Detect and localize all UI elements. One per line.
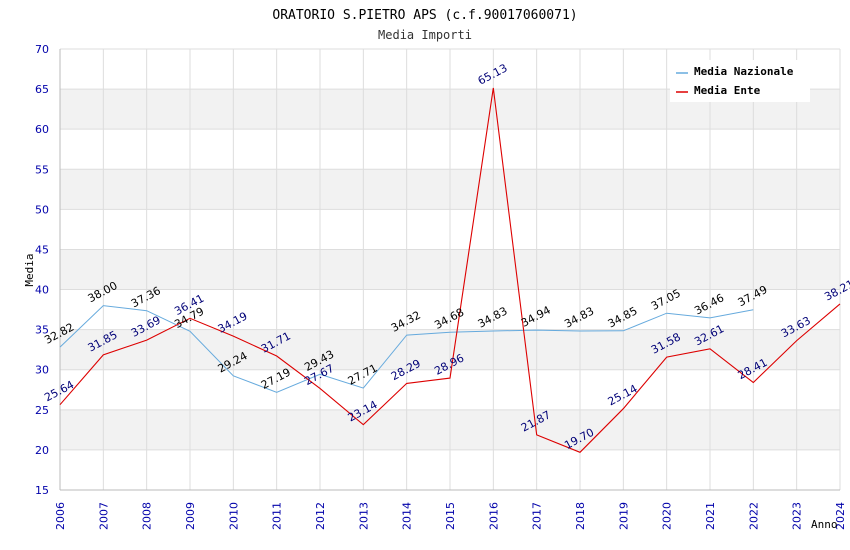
- axes: [59, 49, 840, 491]
- x-tick-label: 2011: [271, 502, 284, 530]
- data-label: 34.83: [562, 304, 596, 330]
- x-tick-label: 2024: [834, 502, 847, 530]
- y-tick-label: 50: [35, 203, 49, 216]
- data-label: 34.83: [476, 304, 510, 330]
- x-tick-label: 2019: [617, 502, 630, 530]
- x-tick-label: 2014: [401, 502, 414, 530]
- chart-title: ORATORIO S.PIETRO APS (c.f.90017060071): [272, 8, 577, 23]
- y-tick-label: 55: [35, 163, 49, 176]
- y-tick-label: 60: [35, 123, 49, 136]
- data-label: 25.14: [606, 382, 640, 408]
- series-line-media-ente: [59, 87, 841, 453]
- x-tick-label: 2006: [54, 502, 67, 530]
- legend-box: [670, 60, 810, 102]
- x-tick-labels: 2006 2007 2008 2009 2010 2011 2012 2013 2014 2015…: [54, 502, 847, 530]
- data-label: 34.94: [519, 303, 553, 329]
- data-label: 37.05: [649, 287, 683, 313]
- x-tick-label: 2016: [487, 502, 500, 530]
- y-tick-label: 45: [35, 243, 49, 256]
- data-label: 34.68: [432, 306, 466, 332]
- x-tick-label: 2021: [704, 502, 717, 530]
- y-tick-label: 20: [35, 444, 49, 457]
- legend-label-ente: Media Ente: [694, 84, 761, 97]
- x-tick-label: 2010: [227, 502, 240, 530]
- x-tick-label: 2007: [97, 502, 110, 530]
- legend: Media Nazionale Media Ente: [670, 60, 810, 102]
- series-lines: [59, 87, 841, 453]
- y-tick-label: 25: [35, 404, 49, 417]
- legend-label-nazionale: Media Nazionale: [694, 65, 794, 78]
- data-label: 65.13: [476, 61, 510, 87]
- x-tick-label: 2013: [357, 502, 370, 530]
- y-tick-label: 70: [35, 43, 49, 56]
- y-tick-label: 35: [35, 324, 49, 337]
- y-axis-label: Media: [23, 253, 36, 286]
- y-tick-label: 65: [35, 83, 49, 96]
- x-tick-label: 2009: [184, 502, 197, 530]
- x-tick-label: 2008: [141, 502, 154, 530]
- x-tick-label: 2023: [791, 502, 804, 530]
- chart-subtitle: Media Importi: [378, 28, 472, 42]
- x-tick-label: 2015: [444, 502, 457, 530]
- x-axis-label: Anno: [811, 518, 838, 531]
- data-label: 25.64: [42, 378, 76, 404]
- y-tick-label: 40: [35, 284, 49, 297]
- y-tick-label: 15: [35, 484, 49, 497]
- y-tick-label: 30: [35, 364, 49, 377]
- x-tick-label: 2022: [747, 502, 760, 530]
- x-tick-label: 2017: [531, 502, 544, 530]
- x-tick-label: 2012: [314, 502, 327, 530]
- x-tick-label: 2018: [574, 502, 587, 530]
- series-line-media-nazionale: [59, 305, 754, 393]
- data-label: 36.46: [692, 291, 726, 317]
- grid-lines: [59, 48, 841, 491]
- y-tick-labels: 15 20 25 30 35 40 45 50 55 60 65 70: [35, 43, 49, 497]
- x-tick-label: 2020: [661, 502, 674, 530]
